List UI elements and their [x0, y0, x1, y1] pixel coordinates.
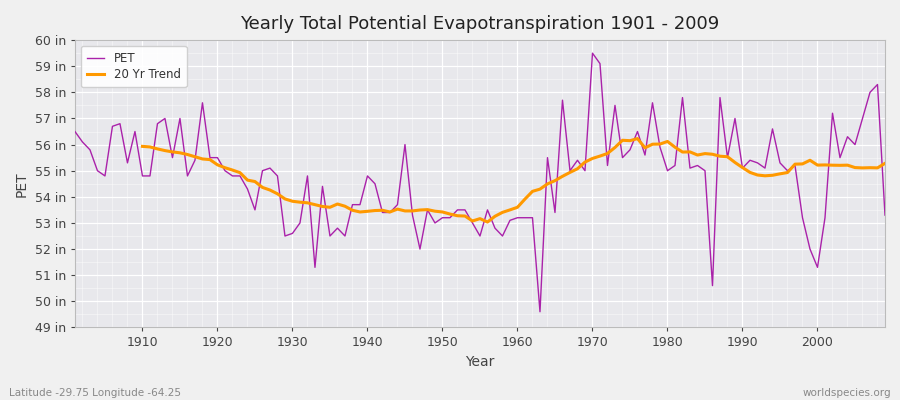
- Legend: PET, 20 Yr Trend: PET, 20 Yr Trend: [81, 46, 187, 87]
- PET: [879, 213, 890, 218]
- PET: [130, 129, 140, 134]
- 20 Yr Trend: [834, 163, 845, 168]
- X-axis label: Year: Year: [465, 355, 495, 369]
- PET: [587, 51, 598, 56]
- Line: PET: PET: [75, 53, 885, 312]
- 20 Yr Trend: [587, 156, 598, 161]
- Y-axis label: PET: PET: [15, 171, 29, 196]
- PET: [505, 218, 516, 223]
- 20 Yr Trend: [137, 144, 148, 149]
- PET: [535, 309, 545, 314]
- PET: [617, 155, 628, 160]
- Text: worldspecies.org: worldspecies.org: [803, 388, 891, 398]
- PET: [512, 215, 523, 220]
- 20 Yr Trend: [857, 166, 868, 170]
- 20 Yr Trend: [632, 136, 643, 141]
- 20 Yr Trend: [280, 196, 291, 201]
- Title: Yearly Total Potential Evapotranspiration 1901 - 2009: Yearly Total Potential Evapotranspiratio…: [240, 15, 720, 33]
- PET: [69, 129, 80, 134]
- 20 Yr Trend: [310, 202, 320, 207]
- 20 Yr Trend: [527, 189, 538, 194]
- 20 Yr Trend: [879, 161, 890, 166]
- PET: [339, 234, 350, 238]
- 20 Yr Trend: [482, 220, 493, 224]
- Text: Latitude -29.75 Longitude -64.25: Latitude -29.75 Longitude -64.25: [9, 388, 181, 398]
- PET: [294, 220, 305, 225]
- Line: 20 Yr Trend: 20 Yr Trend: [142, 138, 885, 222]
